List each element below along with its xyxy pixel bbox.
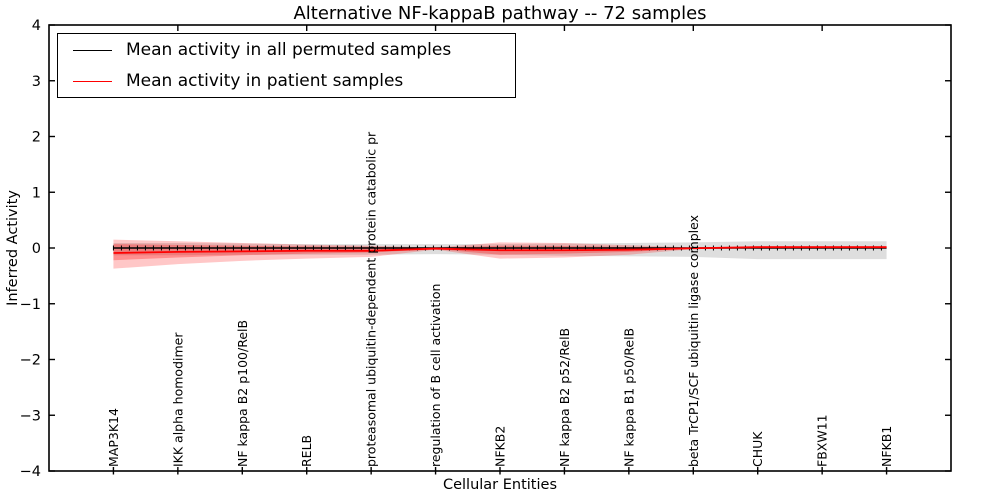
legend-line-swatch-black	[73, 49, 112, 51]
y-tick-label: 4	[32, 18, 41, 34]
x-axis-title: Cellular Entities	[442, 477, 558, 493]
y-tick-label: −3	[20, 408, 41, 424]
x-category-label: RELB	[299, 435, 314, 467]
x-category-label: beta TrCP1/SCF ubiquitin ligase complex	[686, 215, 701, 467]
x-category-label: NFKB2	[493, 426, 508, 467]
x-category-label: IKK alpha homodimer	[170, 332, 185, 467]
legend-label-patient: Mean activity in patient samples	[126, 70, 404, 91]
y-axis-title: Inferred Activity	[5, 190, 21, 306]
legend-line-swatch-red	[73, 80, 112, 82]
y-tick-label: −2	[20, 353, 41, 369]
y-tick-label: 3	[32, 74, 41, 90]
x-category-label: FBXW11	[815, 414, 830, 467]
x-category-label: CHUK	[750, 431, 765, 467]
x-category-label: proteasomal ubiquitin-dependent protein …	[364, 131, 379, 467]
legend-box: Mean activity in all permuted samples Me…	[57, 33, 516, 98]
x-category-label: NF kappa B2 p52/RelB	[557, 328, 572, 467]
y-tick-label: 2	[32, 130, 41, 146]
x-category-label: NF kappa B1 p50/RelB	[621, 328, 636, 467]
legend-entry-patient: Mean activity in patient samples	[58, 68, 515, 94]
patient-outer-band	[113, 239, 887, 269]
legend-label-permuted: Mean activity in all permuted samples	[126, 39, 452, 60]
y-tick-label: 1	[32, 185, 41, 201]
x-category-label: NFKB1	[879, 426, 894, 467]
y-tick-label: −4	[20, 464, 41, 480]
x-category-label: NF kappa B2 p100/RelB	[235, 320, 250, 467]
y-tick-label: 0	[32, 241, 41, 257]
chart-title: Alternative NF-kappaB pathway -- 72 samp…	[293, 3, 707, 24]
patient-mean-line	[113, 246, 887, 254]
x-category-label: MAP3K14	[106, 408, 121, 467]
y-tick-label: −1	[20, 297, 41, 313]
legend-entry-permuted: Mean activity in all permuted samples	[58, 37, 515, 63]
x-category-label: regulation of B cell activation	[428, 284, 443, 467]
